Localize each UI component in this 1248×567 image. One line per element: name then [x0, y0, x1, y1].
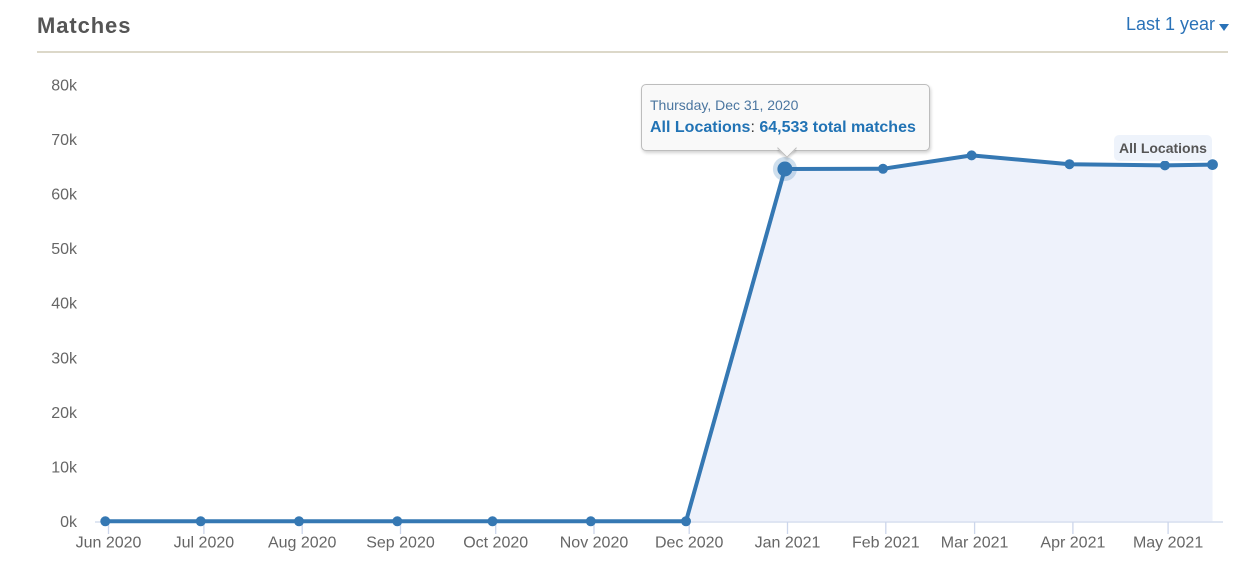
- svg-text:Jul 2020: Jul 2020: [174, 535, 235, 552]
- svg-text:30k: 30k: [51, 350, 78, 367]
- svg-text:50k: 50k: [51, 241, 78, 258]
- svg-text:Jun 2020: Jun 2020: [76, 535, 142, 552]
- svg-text:Feb 2021: Feb 2021: [852, 535, 920, 552]
- svg-text:Oct 2020: Oct 2020: [463, 535, 528, 552]
- svg-text:Sep 2020: Sep 2020: [366, 535, 435, 552]
- svg-text:10k: 10k: [51, 460, 78, 477]
- svg-text:Dec 2020: Dec 2020: [655, 535, 724, 552]
- svg-text:80k: 80k: [51, 77, 78, 94]
- svg-text:Apr 2021: Apr 2021: [1040, 535, 1105, 552]
- svg-text:70k: 70k: [51, 132, 78, 149]
- svg-text:Jan 2021: Jan 2021: [755, 535, 821, 552]
- svg-text:May 2021: May 2021: [1133, 535, 1203, 552]
- svg-text:40k: 40k: [51, 296, 78, 313]
- svg-text:Nov 2020: Nov 2020: [560, 535, 629, 552]
- svg-text:Mar 2021: Mar 2021: [941, 535, 1009, 552]
- svg-text:60k: 60k: [51, 187, 78, 204]
- svg-text:20k: 20k: [51, 405, 78, 422]
- svg-text:0k: 0k: [60, 514, 78, 531]
- svg-text:Aug 2020: Aug 2020: [268, 535, 337, 552]
